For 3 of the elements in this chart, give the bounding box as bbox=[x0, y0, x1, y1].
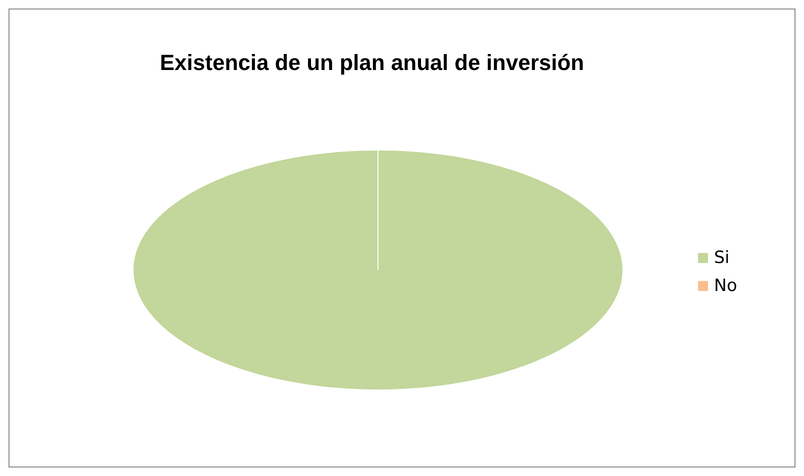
chart-title: Existencia de un plan anual de inversión bbox=[160, 50, 584, 75]
legend-label: No bbox=[714, 276, 738, 296]
legend-label: Si bbox=[714, 248, 730, 268]
